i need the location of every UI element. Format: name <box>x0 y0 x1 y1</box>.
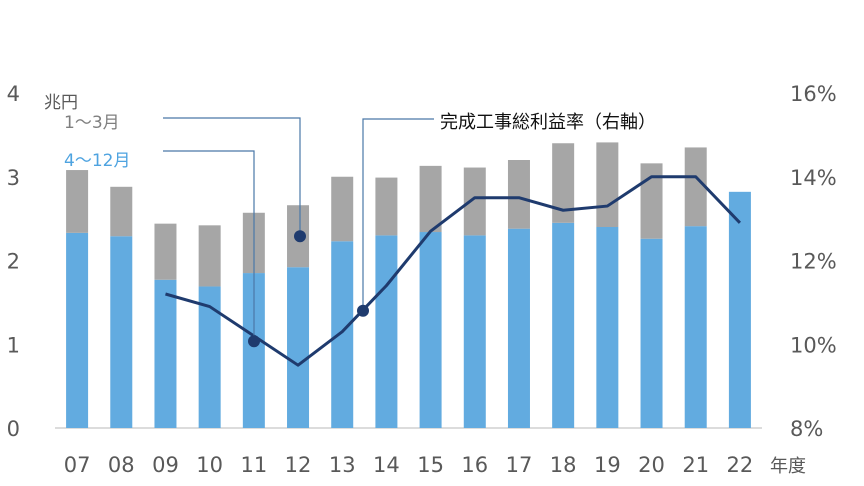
bar-apr-dec <box>242 273 265 428</box>
x-tick-label: 18 <box>550 453 577 477</box>
legend-q1-label: 1～3月 <box>64 113 120 133</box>
bar-apr-dec <box>463 235 486 428</box>
legend-apr-dec-label: 4～12月 <box>64 151 131 171</box>
right-tick-label: 12% <box>790 250 837 274</box>
bar-apr-dec <box>552 222 575 428</box>
bar-apr-dec <box>684 226 707 428</box>
marker-q1 <box>294 230 306 243</box>
left-tick-label: 1 <box>7 333 20 357</box>
x-tick-label: 10 <box>196 453 223 477</box>
right-tick-label: 14% <box>790 166 837 190</box>
x-tick-label: 16 <box>461 453 488 477</box>
x-tick-label: 12 <box>285 453 312 477</box>
bar-apr-dec <box>640 238 663 428</box>
bar-apr-dec <box>331 241 354 428</box>
bar-apr-dec <box>419 232 442 428</box>
bar-apr-dec <box>110 236 133 428</box>
bar-q1 <box>552 143 575 223</box>
x-tick-label: 19 <box>594 453 621 477</box>
left-tick-label: 0 <box>7 417 20 441</box>
legend-margin-label: 完成工事総利益率（右軸） <box>440 112 656 133</box>
x-tick-label: 09 <box>152 453 179 477</box>
bar-q1 <box>419 165 442 233</box>
x-axis-unit: 年度 <box>770 456 806 477</box>
bar-q1 <box>154 223 177 280</box>
left-tick-label: 2 <box>7 250 20 274</box>
x-tick-label: 22 <box>727 453 754 477</box>
x-tick-label: 15 <box>417 453 444 477</box>
x-tick-label: 11 <box>240 453 267 477</box>
left-tick-label: 4 <box>7 82 20 106</box>
left-axis-unit: 兆円 <box>44 93 78 113</box>
bar-apr-dec <box>728 191 751 428</box>
x-tick-label: 08 <box>108 453 135 477</box>
bar-q1 <box>375 177 398 236</box>
x-tick-label: 21 <box>682 453 709 477</box>
x-tick-label: 17 <box>506 453 533 477</box>
bar-q1 <box>331 176 354 242</box>
leader-margin <box>362 118 434 311</box>
leader-q1 <box>163 117 301 237</box>
leader-apr-dec <box>163 150 255 342</box>
bar-q1 <box>66 170 89 233</box>
bar-apr-dec <box>287 267 310 428</box>
x-tick-label: 13 <box>329 453 356 477</box>
x-tick-label: 20 <box>638 453 665 477</box>
bar-apr-dec <box>154 279 177 428</box>
bar-q1 <box>507 160 530 229</box>
bar-q1 <box>596 142 619 227</box>
marker-apr-dec <box>248 335 260 348</box>
bar-apr-dec <box>596 227 619 428</box>
x-tick-label: 07 <box>64 453 91 477</box>
bar-q1 <box>198 225 221 287</box>
bar-apr-dec <box>507 228 530 428</box>
bar-q1 <box>640 163 663 239</box>
right-tick-label: 16% <box>790 82 837 106</box>
bar-apr-dec <box>66 232 89 428</box>
right-tick-label: 10% <box>790 333 837 357</box>
x-tick-label: 14 <box>373 453 400 477</box>
marker-margin <box>357 304 369 317</box>
bar-q1 <box>110 186 133 237</box>
right-tick-label: 8% <box>790 417 823 441</box>
left-tick-label: 3 <box>7 166 20 190</box>
bar-apr-dec <box>198 286 221 428</box>
bar-apr-dec <box>375 235 398 428</box>
line-margin-series <box>165 175 741 367</box>
bar-q1 <box>684 147 707 227</box>
bar-q1 <box>463 167 486 236</box>
